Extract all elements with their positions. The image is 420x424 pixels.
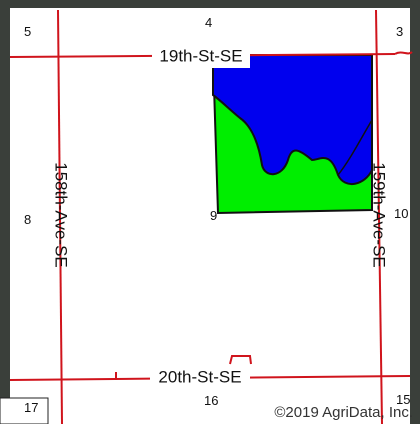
- section-number: 5: [24, 24, 31, 39]
- road-line: [57, 9, 63, 424]
- section-number: 17: [24, 400, 38, 415]
- road-line: [394, 51, 413, 55]
- copyright: ©2019 AgriData, Inc.: [274, 404, 413, 421]
- road-labels: 19th-St-SE 20th-St-SE 158th-Ave-SE 159th…: [52, 46, 389, 390]
- section-number: 9: [210, 208, 217, 223]
- road-label: 158th-Ave-SE: [52, 162, 71, 268]
- road-label: 20th-St-SE: [158, 367, 241, 386]
- map-area-bottom: [10, 398, 410, 424]
- road-label: 159th-Ave-SE: [370, 162, 389, 268]
- field-blue: [212, 54, 373, 185]
- section-number: 4: [205, 15, 212, 30]
- road-line: [229, 355, 252, 365]
- field-line: [337, 119, 373, 176]
- label-bg: [150, 368, 250, 390]
- section-labels: 5 4 3 8 9 10 17 16 15: [24, 15, 410, 415]
- section-number: 10: [394, 206, 408, 221]
- section-number: 8: [24, 212, 31, 227]
- field: [211, 54, 373, 215]
- corner-box: [0, 397, 49, 424]
- section-number: 16: [204, 393, 218, 408]
- section-number: 3: [396, 24, 403, 39]
- road-label: 19th-St-SE: [159, 46, 242, 65]
- label-bg: [152, 46, 250, 68]
- road-line: [375, 9, 383, 424]
- section-number: 15: [396, 392, 410, 407]
